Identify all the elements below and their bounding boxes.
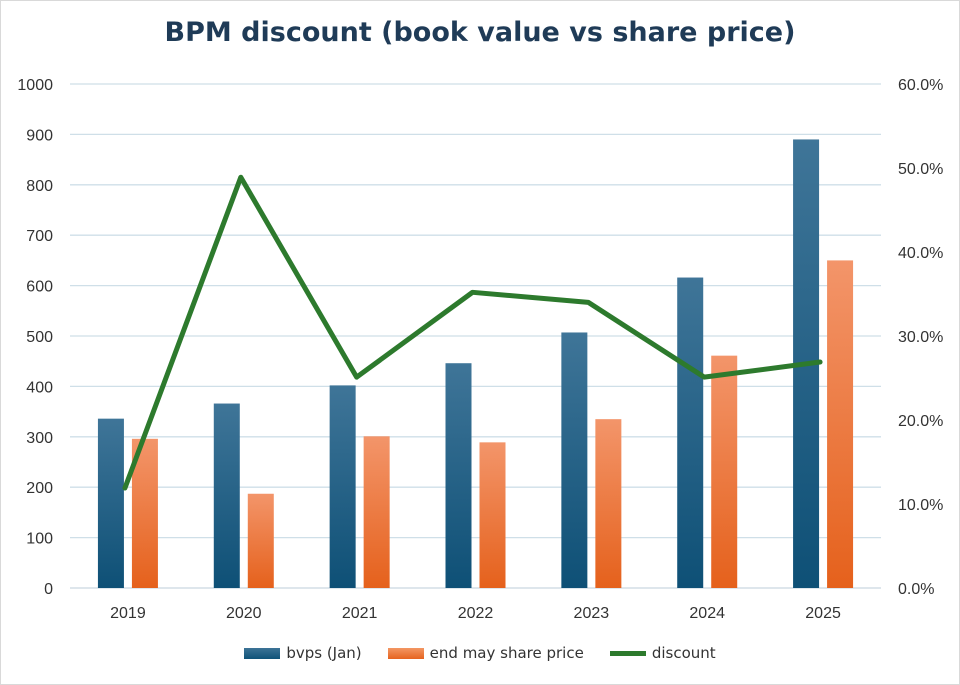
x-tick-label: 2019 xyxy=(110,605,146,622)
bar-bvps xyxy=(677,277,704,588)
bar-share-price xyxy=(479,442,506,588)
y-left-tick-label: 1000 xyxy=(17,77,53,94)
y-left-tick-label: 800 xyxy=(26,178,53,195)
bar-bvps xyxy=(97,418,124,588)
x-tick-label: 2024 xyxy=(689,605,725,622)
bar-bvps xyxy=(329,385,356,588)
legend-label-share-price: end may share price xyxy=(429,644,584,662)
y-left-tick-label: 0 xyxy=(44,581,53,598)
bar-share-price xyxy=(363,436,390,588)
x-tick-label: 2020 xyxy=(226,605,262,622)
legend-label-discount: discount xyxy=(651,644,716,662)
y-left-tick-label: 500 xyxy=(26,329,53,346)
bar-bvps xyxy=(213,403,240,588)
x-tick-label: 2025 xyxy=(805,605,841,622)
bar-share-price xyxy=(247,493,274,588)
legend-item-share-price: end may share price xyxy=(387,644,584,662)
y-right-tick-label: 40.0% xyxy=(898,245,943,262)
x-tick-label: 2022 xyxy=(458,605,494,622)
x-tick-label: 2021 xyxy=(342,605,378,622)
y-left-tick-label: 200 xyxy=(26,480,53,497)
y-right-tick-label: 50.0% xyxy=(898,161,943,178)
legend-swatch-share-price xyxy=(387,647,424,659)
x-tick-label: 2023 xyxy=(574,605,610,622)
y-right-tick-label: 0.0% xyxy=(898,581,934,598)
legend-swatch-bvps xyxy=(244,647,281,659)
bar-share-price xyxy=(827,260,854,588)
y-left-tick-label: 100 xyxy=(26,531,53,548)
chart-legend: bvps (Jan) end may share price discount xyxy=(1,644,959,662)
y-left-tick-label: 300 xyxy=(26,430,53,447)
chart-title: BPM discount (book value vs share price) xyxy=(164,17,796,48)
y-left-tick-label: 400 xyxy=(26,379,53,396)
bar-share-price xyxy=(595,419,622,588)
legend-item-discount: discount xyxy=(609,644,716,662)
bar-bvps xyxy=(445,363,472,588)
y-right-tick-label: 20.0% xyxy=(898,413,943,430)
legend-label-bvps: bvps (Jan) xyxy=(286,644,362,662)
y-right-tick-label: 60.0% xyxy=(898,77,943,94)
y-left-tick-label: 600 xyxy=(26,279,53,296)
y-left-tick-label: 900 xyxy=(26,127,53,144)
legend-item-bvps: bvps (Jan) xyxy=(244,644,362,662)
bar-share-price xyxy=(711,355,738,588)
y-right-tick-label: 30.0% xyxy=(898,329,943,346)
y-right-tick-label: 10.0% xyxy=(898,497,943,514)
legend-swatch-discount xyxy=(609,650,646,656)
bar-bvps xyxy=(561,332,588,588)
y-left-tick-label: 700 xyxy=(26,228,53,245)
